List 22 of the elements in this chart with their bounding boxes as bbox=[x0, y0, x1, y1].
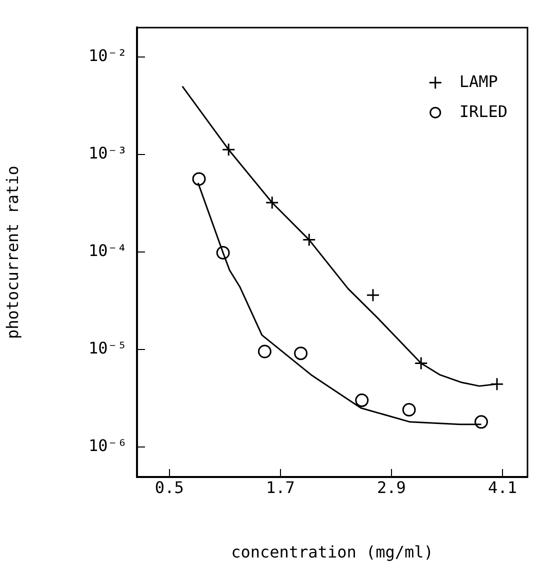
legend-label: LAMP bbox=[459, 72, 498, 91]
point bbox=[366, 288, 380, 302]
x-tick-label: 2.9 bbox=[377, 478, 406, 497]
x-tick-label: 1.7 bbox=[266, 478, 295, 497]
y-tick-label: 10⁻² bbox=[88, 46, 127, 66]
x-tick-label: 4.1 bbox=[488, 478, 517, 497]
y-tick-label: 10⁻³ bbox=[88, 144, 127, 163]
point bbox=[294, 346, 308, 360]
point bbox=[192, 172, 206, 186]
point bbox=[258, 344, 272, 358]
x-axis-title: concentration (mg/ml) bbox=[231, 542, 434, 562]
point bbox=[222, 142, 236, 156]
y-tick-label: 10⁻⁶ bbox=[88, 436, 127, 455]
x-tick-label: 0.5 bbox=[154, 478, 184, 497]
y-tick-label: 10⁻⁵ bbox=[88, 338, 127, 358]
y-tick-label: 10⁻⁴ bbox=[88, 241, 127, 260]
point bbox=[402, 402, 416, 416]
point bbox=[355, 394, 369, 408]
point bbox=[216, 246, 230, 260]
legend-label: IRLED bbox=[459, 102, 508, 121]
y-axis-title: photocurrent ratio bbox=[2, 166, 22, 339]
point bbox=[474, 415, 488, 429]
